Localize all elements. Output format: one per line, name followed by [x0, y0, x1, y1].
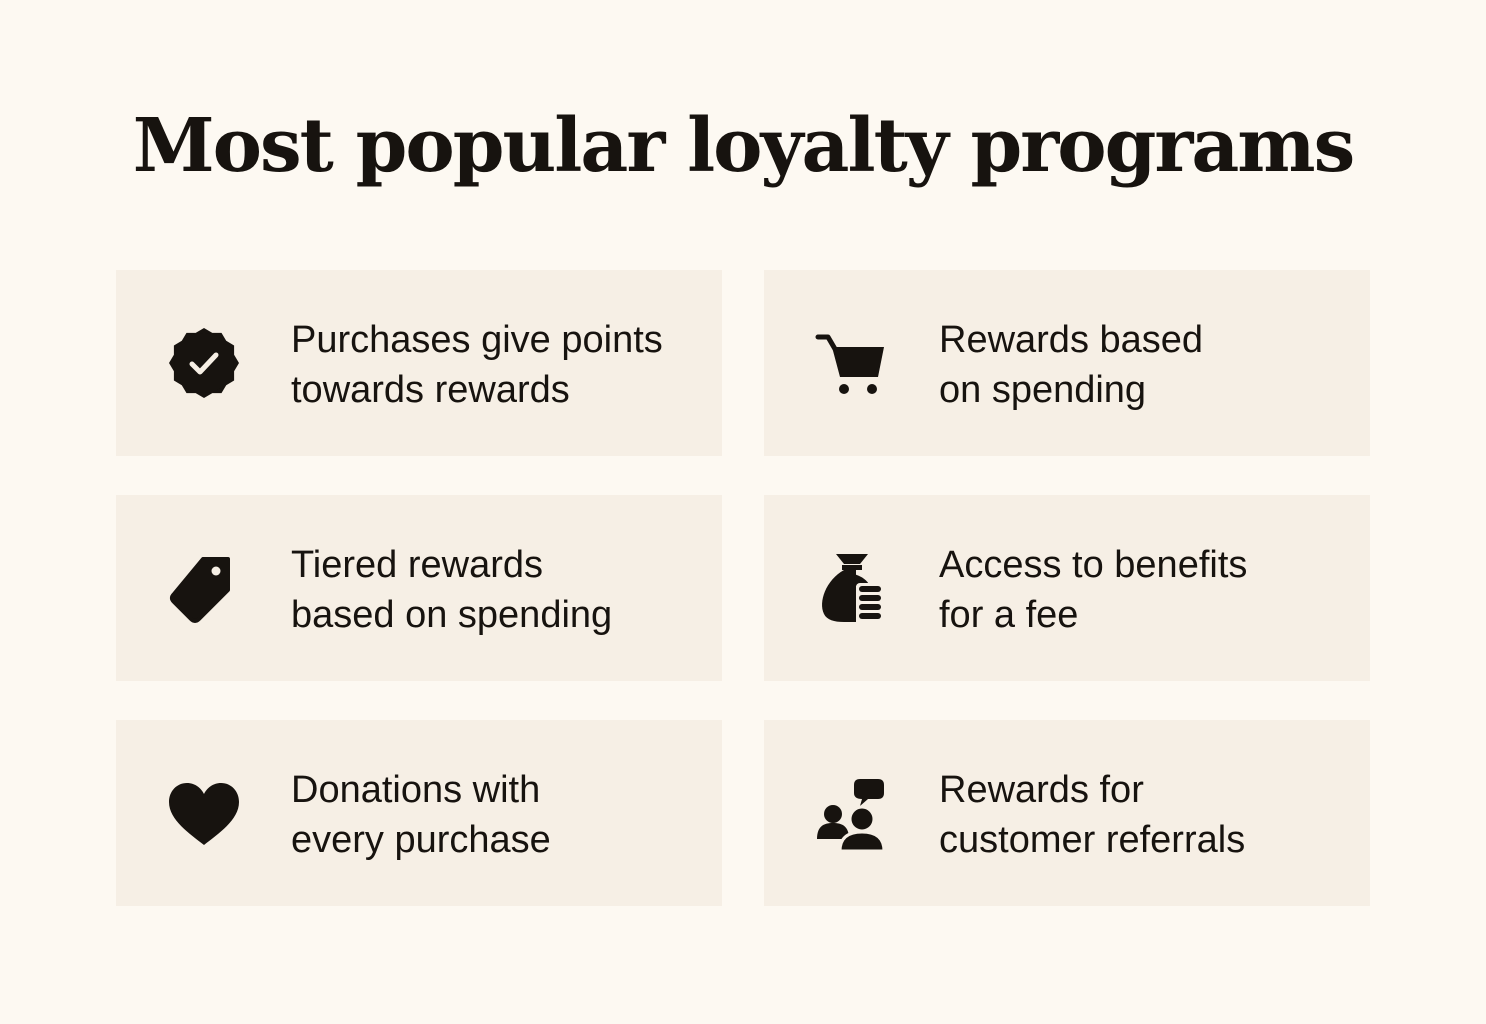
program-label-line-2: customer referrals	[939, 819, 1246, 861]
shopping-cart-icon	[814, 325, 890, 401]
program-label-line-1: Purchases give points	[291, 319, 663, 361]
money-bag-coins-icon	[814, 550, 890, 626]
program-label-line-2: on spending	[939, 369, 1147, 411]
program-label-line-1: Rewards for	[939, 769, 1144, 811]
page-title: Most popular loyalty programs	[132, 103, 1356, 189]
program-label-line-2: every purchase	[291, 819, 551, 861]
program-label-line-1: Donations with	[291, 769, 541, 811]
program-label-line-1: Rewards based	[939, 319, 1204, 361]
program-label: Rewards based on spending	[939, 315, 1349, 415]
program-label-line-1: Tiered rewards	[291, 544, 544, 586]
price-tag-icon	[166, 550, 242, 626]
people-chat-icon	[814, 775, 890, 851]
program-label-line-1: Access to benefits	[939, 544, 1248, 586]
verified-badge-icon	[166, 325, 242, 401]
heart-icon	[166, 775, 242, 851]
program-label: Access to benefits for a fee	[939, 540, 1349, 640]
program-label: Rewards for customer referrals	[939, 765, 1349, 865]
program-label: Donations with every purchase	[291, 765, 701, 865]
program-label: Purchases give points towards rewards	[291, 315, 701, 415]
program-card-paid: Access to benefits for a fee	[764, 495, 1370, 681]
program-label: Tiered rewards based on spending	[291, 540, 701, 640]
program-card-referrals: Rewards for customer referrals	[764, 720, 1370, 906]
program-label-line-2: based on spending	[291, 594, 613, 636]
program-label-line-2: for a fee	[939, 594, 1079, 636]
program-card-donations: Donations with every purchase	[116, 720, 722, 906]
program-card-tiered: Tiered rewards based on spending	[116, 495, 722, 681]
program-card-spending: Rewards based on spending	[764, 270, 1370, 456]
program-card-points: Purchases give points towards rewards	[116, 270, 722, 456]
program-label-line-2: towards rewards	[291, 369, 570, 411]
